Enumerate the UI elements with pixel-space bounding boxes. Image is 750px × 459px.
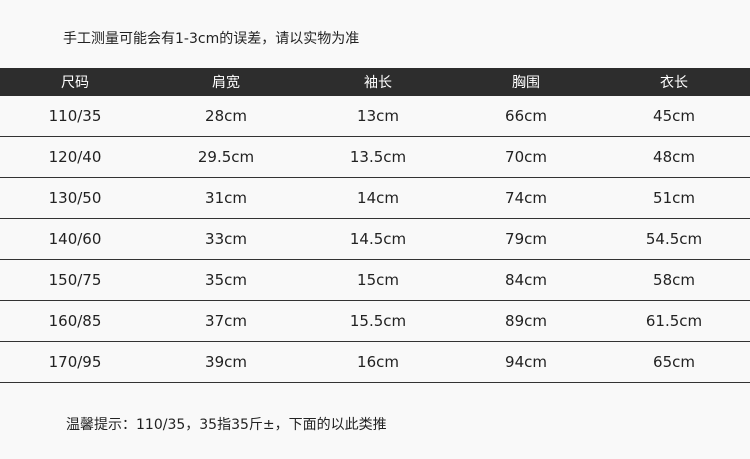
cell-chest: 74cm — [505, 189, 547, 207]
header-shoulder: 肩宽 — [212, 75, 240, 91]
cell-shoulder: 29.5cm — [197, 148, 255, 166]
cell-shoulder: 28cm — [205, 107, 247, 125]
cell-chest: 89cm — [505, 312, 547, 330]
size-tip: 温馨提示：110/35，35指35斤±，下面的以此类推 — [66, 417, 387, 433]
cell-chest: 70cm — [505, 148, 547, 166]
cell-size: 160/85 — [48, 312, 102, 330]
cell-size: 130/50 — [48, 189, 102, 207]
table-row: 120/40 29.5cm 13.5cm 70cm 48cm — [0, 137, 750, 178]
cell-chest: 84cm — [505, 271, 547, 289]
header-chest: 胸围 — [512, 75, 540, 91]
cell-size: 170/95 — [48, 353, 102, 371]
measurement-note: 手工测量可能会有1-3cm的误差，请以实物为准 — [63, 31, 360, 47]
table-row: 130/50 31cm 14cm 74cm 51cm — [0, 178, 750, 219]
cell-size: 110/35 — [48, 107, 102, 125]
table-row: 150/75 35cm 15cm 84cm 58cm — [0, 260, 750, 301]
cell-length: 45cm — [653, 107, 695, 125]
cell-sleeve: 14.5cm — [349, 230, 407, 248]
cell-size: 150/75 — [48, 271, 102, 289]
table-row: 110/35 28cm 13cm 66cm 45cm — [0, 96, 750, 137]
cell-shoulder: 31cm — [205, 189, 247, 207]
table-row: 140/60 33cm 14.5cm 79cm 54.5cm — [0, 219, 750, 260]
cell-sleeve: 16cm — [357, 353, 399, 371]
cell-size: 140/60 — [48, 230, 102, 248]
cell-shoulder: 33cm — [205, 230, 247, 248]
cell-length: 61.5cm — [645, 312, 703, 330]
header-length: 衣长 — [660, 75, 688, 91]
cell-sleeve: 13cm — [357, 107, 399, 125]
cell-length: 54.5cm — [645, 230, 703, 248]
table-header: 尺码 肩宽 袖长 胸围 衣长 — [0, 68, 750, 96]
cell-shoulder: 35cm — [205, 271, 247, 289]
cell-sleeve: 15cm — [357, 271, 399, 289]
cell-sleeve: 13.5cm — [349, 148, 407, 166]
header-size: 尺码 — [61, 75, 89, 91]
cell-chest: 66cm — [505, 107, 547, 125]
table-row: 160/85 37cm 15.5cm 89cm 61.5cm — [0, 301, 750, 342]
cell-chest: 79cm — [505, 230, 547, 248]
cell-sleeve: 15.5cm — [349, 312, 407, 330]
cell-length: 58cm — [653, 271, 695, 289]
size-table: 尺码 肩宽 袖长 胸围 衣长 110/35 28cm 13cm 66cm 45cm 120… — [0, 68, 750, 383]
table-row: 170/95 39cm 16cm 94cm 65cm — [0, 342, 750, 383]
header-sleeve: 袖长 — [364, 75, 392, 91]
cell-shoulder: 37cm — [205, 312, 247, 330]
cell-shoulder: 39cm — [205, 353, 247, 371]
cell-size: 120/40 — [48, 148, 102, 166]
cell-length: 51cm — [653, 189, 695, 207]
cell-sleeve: 14cm — [357, 189, 399, 207]
cell-length: 48cm — [653, 148, 695, 166]
cell-length: 65cm — [653, 353, 695, 371]
cell-chest: 94cm — [505, 353, 547, 371]
